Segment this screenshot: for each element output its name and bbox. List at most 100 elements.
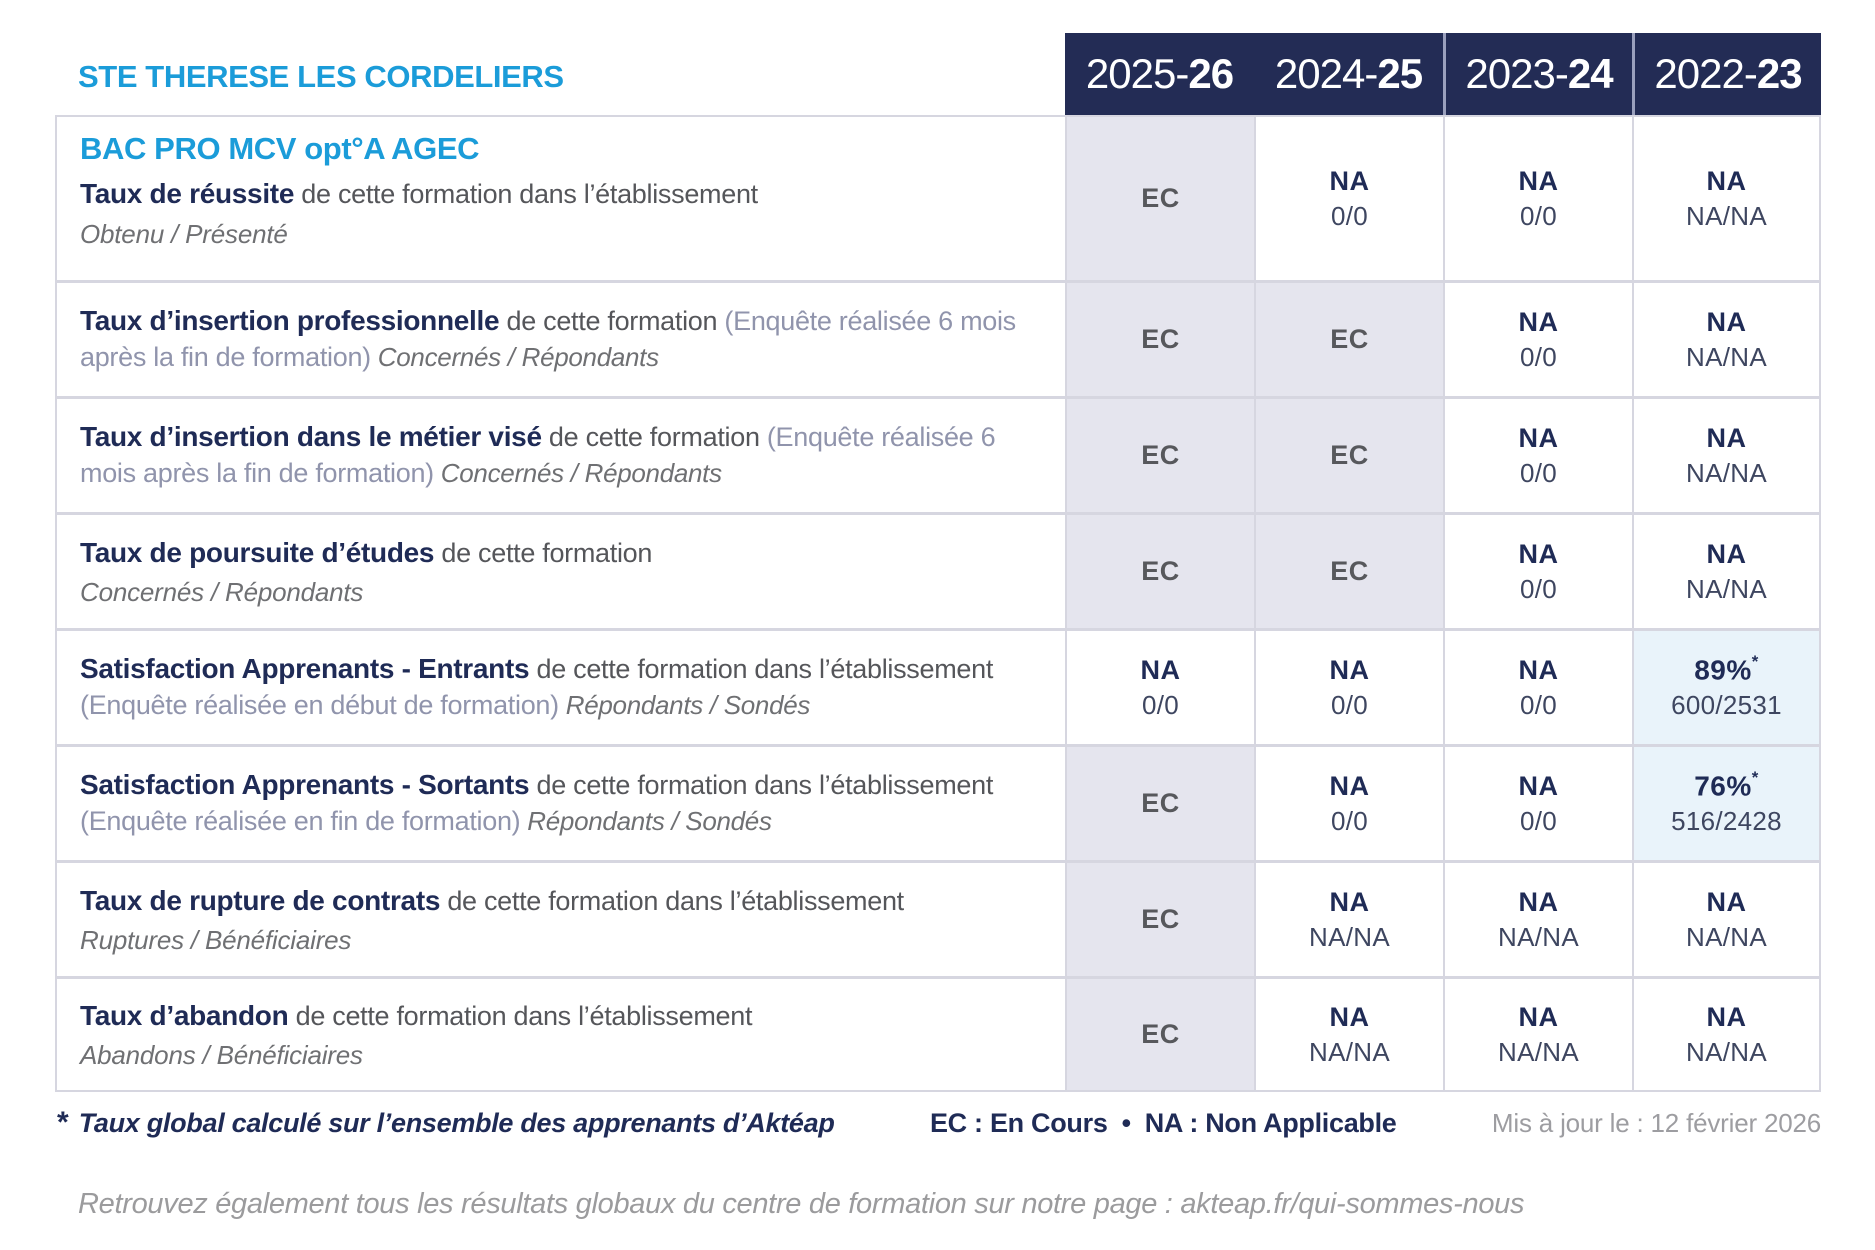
- value-sub: 0/0: [1519, 341, 1558, 372]
- value-main: EC: [1141, 324, 1180, 354]
- metric-sub-label: Ruptures / Bénéficiaires: [80, 925, 352, 956]
- metric-label: Satisfaction Apprenants - Sortants de ce…: [55, 744, 1065, 860]
- value-sub: NA/NA: [1686, 341, 1767, 372]
- value-cell: NA NA/NA: [1254, 860, 1443, 976]
- value-main: NA: [1706, 422, 1747, 453]
- value-cell: NA 0/0: [1443, 628, 1632, 744]
- value-cell: NA NA/NA: [1632, 280, 1821, 396]
- value-sub: 0/0: [1519, 200, 1558, 231]
- value-sub: NA/NA: [1309, 1036, 1390, 1067]
- value-main: NA: [1518, 165, 1559, 196]
- value-cell: NA NA/NA: [1632, 512, 1821, 628]
- value-cell: NA 0/0: [1254, 628, 1443, 744]
- value-sub: NA/NA: [1686, 457, 1767, 488]
- value-cell: EC: [1065, 744, 1254, 860]
- value-cell: EC: [1254, 280, 1443, 396]
- footnote: * Taux global calculé sur l’ensemble des …: [57, 1106, 835, 1139]
- value-sub: 0/0: [1519, 457, 1558, 488]
- value-sub: 0/0: [1330, 689, 1369, 720]
- value-main: NA: [1706, 1001, 1747, 1032]
- value-cell: NA NA/NA: [1632, 115, 1821, 280]
- value-cell: EC: [1065, 860, 1254, 976]
- metric-label: Satisfaction Apprenants - Entrants de ce…: [55, 628, 1065, 744]
- year-column-2022-23: 2022-23: [1632, 33, 1821, 115]
- value-sub: 600/2531: [1671, 690, 1782, 721]
- asterisk: *: [1751, 767, 1759, 787]
- value-cell: NA NA/NA: [1632, 976, 1821, 1092]
- value-sub: NA/NA: [1498, 921, 1579, 952]
- value-cell: NA 0/0: [1443, 396, 1632, 512]
- results-table: STE THERESE LES CORDELIERS 2025-26 2024-…: [55, 33, 1821, 1092]
- metric-description: Taux de poursuite d’études de cette form…: [80, 536, 653, 568]
- value-main: 76%*: [1694, 767, 1759, 802]
- value-sub: 0/0: [1519, 573, 1558, 604]
- metric-description: Taux de réussite de cette formation dans…: [80, 178, 758, 209]
- value-cell: EC: [1065, 115, 1254, 280]
- value-cell: EC: [1065, 976, 1254, 1092]
- value-main: NA: [1329, 165, 1370, 196]
- value-cell: NA 0/0: [1443, 512, 1632, 628]
- value-sub: NA/NA: [1309, 921, 1390, 952]
- value-main: 89%*: [1694, 651, 1759, 686]
- metric-sub-label: Concernés / Répondants: [80, 577, 364, 608]
- metric-description: Taux d’abandon de cette formation dans l…: [80, 999, 753, 1031]
- value-cell: NA NA/NA: [1443, 860, 1632, 976]
- bullet-separator: •: [1121, 1108, 1131, 1138]
- value-cell: NA NA/NA: [1254, 976, 1443, 1092]
- value-main: EC: [1141, 440, 1180, 470]
- metric-label: Taux d’abandon de cette formation dans l…: [55, 976, 1065, 1092]
- value-main: NA: [1518, 1001, 1559, 1032]
- metric-description: Satisfaction Apprenants - Entrants de ce…: [80, 653, 994, 721]
- metric-label: BAC PRO MCV opt°A AGEC Taux de réussite …: [55, 115, 1065, 280]
- value-main: NA: [1518, 538, 1559, 569]
- legend-ec: EC : En Cours: [929, 1108, 1108, 1138]
- metric-description: Satisfaction Apprenants - Sortants de ce…: [80, 769, 994, 837]
- bottom-note: Retrouvez également tous les résultats g…: [78, 1188, 1525, 1220]
- value-cell: NA 0/0: [1065, 628, 1254, 744]
- year-label: 2023-24: [1465, 50, 1613, 97]
- value-main: NA: [1706, 538, 1747, 569]
- value-main: NA: [1329, 1001, 1370, 1032]
- value-main: EC: [1141, 556, 1180, 586]
- site-title: STE THERESE LES CORDELIERS: [78, 59, 564, 94]
- value-sub: 516/2428: [1671, 806, 1782, 837]
- value-sub: NA/NA: [1686, 1036, 1767, 1067]
- value-main: NA: [1329, 770, 1370, 801]
- metric-label: Taux d’insertion dans le métier visé de …: [55, 396, 1065, 512]
- value-main: EC: [1330, 324, 1369, 354]
- updated-date: Mis à jour le : 12 février 2026: [1491, 1108, 1821, 1138]
- metric-label: Taux de rupture de contrats de cette for…: [55, 860, 1065, 976]
- value-cell: NA 0/0: [1443, 280, 1632, 396]
- value-main: NA: [1518, 886, 1559, 917]
- value-main: EC: [1141, 788, 1180, 818]
- value-main: EC: [1141, 904, 1180, 934]
- metric-sub-label: Obtenu / Présenté: [80, 218, 288, 249]
- value-main: NA: [1518, 422, 1559, 453]
- value-main: NA: [1706, 165, 1747, 196]
- value-main: NA: [1706, 886, 1747, 917]
- value-cell: EC: [1065, 512, 1254, 628]
- metric-label: Taux d’insertion professionnelle de cett…: [55, 280, 1065, 396]
- value-sub: NA/NA: [1498, 1036, 1579, 1067]
- value-sub: NA/NA: [1686, 200, 1767, 231]
- metric-description: Taux d’insertion professionnelle de cett…: [80, 305, 1016, 373]
- legend-na: NA : Non Applicable: [1144, 1108, 1397, 1138]
- value-main: NA: [1140, 654, 1181, 685]
- year-label: 2025-26: [1085, 50, 1234, 97]
- value-cell: NA NA/NA: [1632, 860, 1821, 976]
- value-cell: NA 0/0: [1254, 744, 1443, 860]
- value-cell: NA NA/NA: [1632, 396, 1821, 512]
- metric-sub-label: Abandons / Bénéficiaires: [80, 1040, 363, 1071]
- year-label: 2022-23: [1654, 50, 1802, 97]
- value-main: EC: [1330, 556, 1369, 586]
- value-cell: EC: [1065, 280, 1254, 396]
- value-sub: 0/0: [1141, 689, 1180, 720]
- program-title: BAC PRO MCV opt°A AGEC: [80, 131, 480, 166]
- value-sub: NA/NA: [1686, 921, 1767, 952]
- value-cell: NA NA/NA: [1443, 976, 1632, 1092]
- value-main: NA: [1518, 654, 1559, 685]
- value-cell: NA 0/0: [1443, 744, 1632, 860]
- year-column-2025-26: 2025-26: [1065, 33, 1254, 115]
- footnote-line: * Taux global calculé sur l’ensemble des …: [57, 1106, 1821, 1140]
